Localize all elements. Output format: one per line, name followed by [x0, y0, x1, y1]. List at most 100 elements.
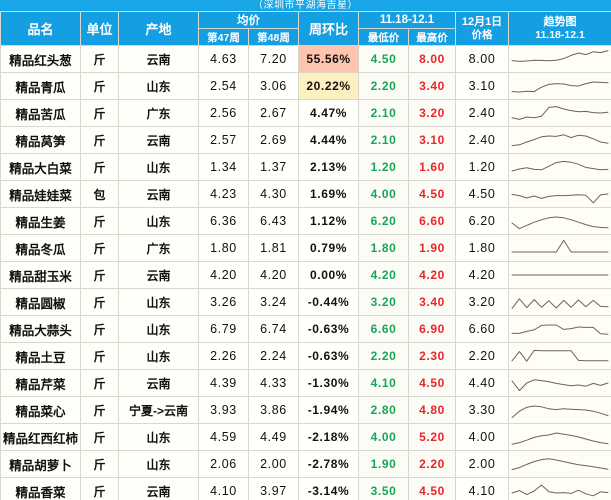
cell-low-price: 2.20 [358, 72, 409, 100]
cell-product-name: 精品红西红柿 [0, 423, 81, 451]
cell-product-name: 精品青瓜 [0, 72, 81, 100]
cell-week-change: 4.44% [298, 126, 359, 154]
cell-low-price: 1.80 [358, 234, 409, 262]
cell-high-price: 4.20 [407, 261, 457, 289]
cell-origin: 云南 [118, 261, 199, 289]
cell-week47-price: 2.26 [198, 342, 249, 370]
table-header: 品名 单位 产地 均价 周环比 11.18-12.1 12月1日 价格 趋势图 … [0, 11, 611, 46]
table-row: 精品红头葱斤云南 4.63 7.20 55.56% 4.50 8.00 8.00 [0, 45, 611, 73]
cell-week-change: 20.22% [298, 72, 359, 100]
cell-week-change: -1.94% [298, 396, 359, 424]
cell-week48-price: 7.20 [248, 45, 299, 73]
cell-current-price: 3.30 [455, 396, 510, 424]
table-row: 精品娃娃菜包云南 4.23 4.30 1.69% 4.00 4.50 4.50 [0, 180, 611, 208]
cell-product-name: 精品生姜 [0, 207, 81, 235]
table-row: 精品香菜斤云南 4.10 3.97 -3.14% 3.50 4.50 4.10 [0, 477, 611, 500]
cell-unit: 斤 [80, 369, 119, 397]
table-row: 精品冬瓜斤广东 1.80 1.81 0.79% 1.80 1.90 1.80 [0, 234, 611, 262]
cell-trend-sparkline [508, 342, 611, 370]
cell-product-name: 精品苦瓜 [0, 99, 81, 127]
cell-week-change: 4.47% [298, 99, 359, 127]
cell-high-price: 1.90 [407, 234, 457, 262]
cell-trend-sparkline [508, 72, 611, 100]
cell-trend-sparkline [508, 234, 611, 262]
cell-high-price: 1.60 [407, 153, 457, 181]
cell-low-price: 4.10 [358, 369, 409, 397]
cell-current-price: 4.40 [455, 369, 510, 397]
cell-high-price: 3.40 [407, 72, 457, 100]
cell-low-price: 6.60 [358, 315, 409, 343]
cell-week48-price: 2.69 [248, 126, 299, 154]
header-high-price: 最高价 [407, 28, 457, 46]
cell-product-name: 精品甜玉米 [0, 261, 81, 289]
header-unit: 单位 [80, 11, 119, 46]
cell-product-name: 精品娃娃菜 [0, 180, 81, 208]
cell-current-price: 2.20 [455, 342, 510, 370]
table-row: 精品红西红柿斤山东 4.59 4.49 -2.18% 4.00 5.20 4.00 [0, 423, 611, 451]
cell-week48-price: 4.30 [248, 180, 299, 208]
cell-week48-price: 3.24 [248, 288, 299, 316]
cell-current-price: 1.80 [455, 234, 510, 262]
cell-current-price: 4.20 [455, 261, 510, 289]
cell-low-price: 4.00 [358, 423, 409, 451]
cell-trend-sparkline [508, 99, 611, 127]
cell-origin: 山东 [118, 423, 199, 451]
header-week48: 第48周 [248, 28, 299, 46]
header-trend-range: 11.18-12.1 [535, 28, 585, 41]
cell-week-change: -0.44% [298, 288, 359, 316]
table-row: 精品生姜斤山东 6.36 6.43 1.12% 6.20 6.60 6.20 [0, 207, 611, 235]
cell-high-price: 3.40 [407, 288, 457, 316]
cell-trend-sparkline [508, 126, 611, 154]
header-current-price: 12月1日 价格 [455, 11, 510, 46]
cell-origin: 云南 [118, 369, 199, 397]
cell-current-price: 2.40 [455, 126, 510, 154]
cell-high-price: 8.00 [407, 45, 457, 73]
cell-trend-sparkline [508, 45, 611, 73]
table-row: 精品芹菜斤云南 4.39 4.33 -1.30% 4.10 4.50 4.40 [0, 369, 611, 397]
cell-unit: 斤 [80, 423, 119, 451]
cell-current-price: 6.20 [455, 207, 510, 235]
cell-trend-sparkline [508, 153, 611, 181]
cell-week-change: -1.30% [298, 369, 359, 397]
cell-origin: 山东 [118, 153, 199, 181]
cell-product-name: 精品香菜 [0, 477, 81, 500]
cell-trend-sparkline [508, 261, 611, 289]
table-row: 精品土豆斤山东 2.26 2.24 -0.63% 2.20 2.30 2.20 [0, 342, 611, 370]
header-current-price-label: 价格 [471, 28, 493, 41]
cell-product-name: 精品芹菜 [0, 369, 81, 397]
cell-week-change: 0.79% [298, 234, 359, 262]
table-row: 精品胡萝卜斤山东 2.06 2.00 -2.78% 1.90 2.20 2.00 [0, 450, 611, 478]
cell-unit: 包 [80, 180, 119, 208]
cell-current-price: 8.00 [455, 45, 510, 73]
cell-week48-price: 6.74 [248, 315, 299, 343]
header-group-average: 均价 [198, 11, 299, 29]
cell-unit: 斤 [80, 342, 119, 370]
cell-origin: 广东 [118, 234, 199, 262]
cell-unit: 斤 [80, 396, 119, 424]
table-row: 精品苦瓜斤广东 2.56 2.67 4.47% 2.10 3.20 2.40 [0, 99, 611, 127]
cell-low-price: 4.50 [358, 45, 409, 73]
header-trend-chart: 趋势图 11.18-12.1 [508, 11, 611, 46]
cell-week47-price: 6.36 [198, 207, 249, 235]
header-origin: 产地 [118, 11, 199, 46]
table-body: 精品红头葱斤云南 4.63 7.20 55.56% 4.50 8.00 8.00 精品青瓜斤山… [0, 45, 611, 500]
cell-week48-price: 4.33 [248, 369, 299, 397]
cell-origin: 云南 [118, 45, 199, 73]
cell-product-name: 精品冬瓜 [0, 234, 81, 262]
cell-trend-sparkline [508, 396, 611, 424]
cell-week47-price: 4.59 [198, 423, 249, 451]
header-week-change: 周环比 [298, 11, 359, 46]
cell-week48-price: 3.06 [248, 72, 299, 100]
cell-unit: 斤 [80, 45, 119, 73]
cell-high-price: 4.50 [407, 369, 457, 397]
cell-week48-price: 3.97 [248, 477, 299, 500]
header-trend-title: 趋势图 [543, 15, 577, 28]
cell-product-name: 精品菜心 [0, 396, 81, 424]
cell-product-name: 精品圆椒 [0, 288, 81, 316]
cell-high-price: 4.50 [407, 180, 457, 208]
table-row: 精品大白菜斤山东 1.34 1.37 2.13% 1.20 1.60 1.20 [0, 153, 611, 181]
cell-product-name: 精品大白菜 [0, 153, 81, 181]
cell-week48-price: 4.49 [248, 423, 299, 451]
cell-week-change: -0.63% [298, 342, 359, 370]
cell-low-price: 4.20 [358, 261, 409, 289]
